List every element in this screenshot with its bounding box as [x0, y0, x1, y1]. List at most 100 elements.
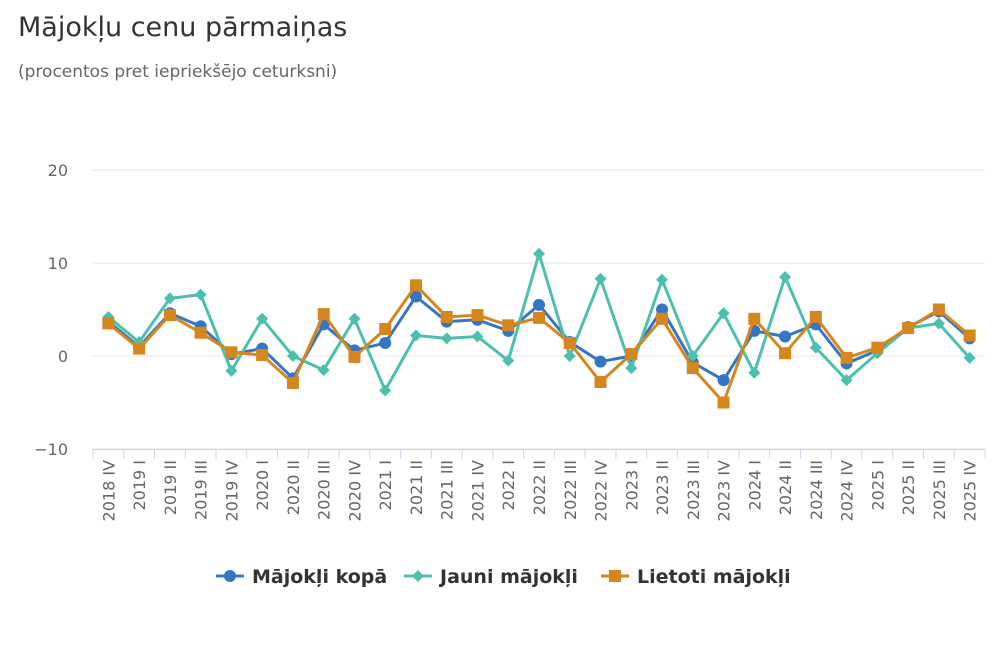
data-point[interactable] [748, 366, 761, 379]
data-point[interactable] [440, 310, 453, 323]
x-tick-label: 2021 IV [468, 460, 487, 522]
chart-title: Mājokļu cenu pārmaiņas [18, 12, 348, 43]
data-point[interactable] [594, 355, 607, 368]
x-tick-label: 2025 II [899, 460, 918, 515]
data-point[interactable] [656, 303, 669, 316]
x-tick-label: 2021 I [376, 460, 395, 511]
data-point[interactable] [379, 323, 392, 336]
x-tick-label: 2019 I [130, 460, 149, 511]
x-tick-label: 2025 III [930, 460, 949, 520]
data-point[interactable] [748, 312, 761, 325]
data-point[interactable] [779, 347, 792, 360]
x-tick-label: 2021 III [438, 460, 457, 520]
data-point[interactable] [286, 376, 299, 389]
data-point[interactable] [409, 290, 422, 303]
x-tick-label: 2019 III [192, 460, 211, 520]
data-point[interactable] [163, 309, 176, 322]
data-point[interactable] [533, 247, 545, 260]
y-tick-label: 0 [58, 347, 68, 366]
data-point[interactable] [963, 329, 976, 342]
data-point[interactable] [840, 351, 853, 364]
data-point[interactable] [317, 308, 330, 321]
data-point[interactable] [533, 311, 545, 324]
data-point[interactable] [563, 350, 576, 362]
data-point[interactable] [440, 332, 453, 345]
data-point[interactable] [717, 374, 730, 387]
x-tick-label: 2024 III [807, 460, 826, 520]
x-tick-label: 2025 IV [961, 460, 980, 522]
data-point[interactable] [317, 363, 330, 376]
data-point[interactable] [594, 376, 607, 389]
legend-symbol [224, 570, 236, 582]
x-tick-label: 2024 II [776, 460, 795, 515]
data-point[interactable] [686, 350, 699, 362]
data-point[interactable] [225, 346, 238, 359]
x-tick-label: 2020 III [315, 460, 334, 520]
data-point[interactable] [348, 350, 361, 363]
data-point[interactable] [194, 288, 207, 301]
data-point[interactable] [779, 270, 792, 283]
data-point[interactable] [717, 307, 730, 320]
data-point[interactable] [471, 330, 484, 343]
data-point[interactable] [194, 326, 207, 339]
data-point[interactable] [409, 329, 422, 342]
data-point[interactable] [902, 322, 915, 335]
data-point[interactable] [963, 351, 976, 364]
data-point[interactable] [286, 350, 299, 362]
data-point[interactable] [932, 303, 945, 316]
data-point[interactable] [656, 273, 669, 286]
x-tick-label: 2023 I [622, 460, 641, 511]
legend-item-2[interactable]: Jauni mājokļi [404, 566, 578, 588]
data-point[interactable] [502, 319, 515, 332]
data-point[interactable] [779, 330, 792, 343]
legend: Mājokļi kopā Jauni mājokļi Lietoti mājokļi [216, 566, 791, 588]
data-point[interactable] [625, 348, 638, 361]
data-point[interactable] [225, 364, 238, 377]
data-point[interactable] [625, 362, 638, 375]
x-tick-label: 2023 II [653, 460, 672, 515]
data-point[interactable] [840, 374, 853, 387]
data-point[interactable] [563, 336, 576, 349]
data-point[interactable] [133, 342, 146, 355]
data-point[interactable] [686, 362, 699, 375]
legend-item-3[interactable]: Lietoti mājokļi [601, 566, 791, 588]
data-point[interactable] [256, 349, 269, 362]
data-point[interactable] [163, 292, 176, 305]
x-tick-label: 2021 II [407, 460, 426, 515]
chart-subtitle: (procentos pret iepriekšējo ceturksni) [18, 62, 338, 82]
x-tick-label: 2019 IV [222, 460, 241, 522]
legend-item-1[interactable]: Mājokļi kopā [216, 566, 387, 588]
series-3 [102, 279, 976, 409]
data-point[interactable] [809, 341, 822, 354]
data-point[interactable] [502, 354, 515, 367]
y-tick-label: 10 [48, 254, 68, 273]
data-point[interactable] [871, 341, 884, 354]
x-tick-label: 2025 I [868, 460, 887, 511]
data-point[interactable] [717, 396, 730, 409]
data-point[interactable] [379, 336, 392, 349]
data-point[interactable] [809, 310, 822, 323]
legend-label: Lietoti mājokļi [637, 566, 791, 588]
data-point[interactable] [379, 384, 392, 397]
x-tick-label: 2024 I [745, 460, 764, 511]
data-point[interactable] [102, 317, 115, 330]
data-point[interactable] [533, 298, 545, 311]
data-point[interactable] [348, 312, 361, 325]
x-tick-label: 2022 I [499, 460, 518, 511]
y-tick-label: 20 [48, 161, 68, 180]
series-lines [102, 247, 976, 409]
data-point[interactable] [409, 279, 422, 292]
data-point[interactable] [594, 272, 607, 285]
legend-symbol [412, 570, 424, 582]
data-point[interactable] [471, 309, 484, 322]
x-axis: 2018 IV 2019 I 2019 II 2019 III 2019 IV 2020 … [92, 449, 986, 522]
y-axis-ticks: 20 10 0 −10 [34, 161, 68, 459]
x-tick-label: 2022 II [530, 460, 549, 515]
data-point[interactable] [932, 317, 945, 330]
data-point[interactable] [656, 312, 669, 325]
data-point[interactable] [256, 312, 269, 325]
x-tick-label: 2020 IV [345, 460, 364, 522]
x-tick-label: 2019 II [161, 460, 180, 515]
x-tick-label: 2023 IV [715, 460, 734, 522]
